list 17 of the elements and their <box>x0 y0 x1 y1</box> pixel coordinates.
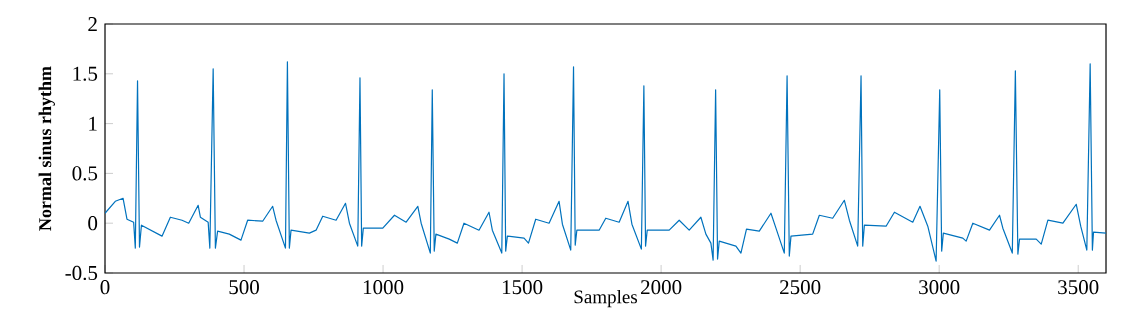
x-tick-label: 2500 <box>780 280 821 295</box>
x-tick-label: 3500 <box>1058 280 1099 295</box>
x-tick-label: 1500 <box>502 280 543 295</box>
x-tick-label: 2000 <box>641 280 682 295</box>
y-tick-label: 1.5 <box>73 66 98 81</box>
y-tick-label: 0 <box>88 216 98 231</box>
y-tick-label: -0.5 <box>65 265 98 281</box>
y-tick-label: 0.5 <box>72 166 98 181</box>
y-tick-label: 1 <box>89 116 97 131</box>
x-tick-label: 1000 <box>363 280 404 295</box>
x-axis-title: Samples <box>574 289 638 308</box>
y-axis-title: Normal sinus rhythm <box>38 66 55 231</box>
y-tick-label: 2 <box>88 17 97 31</box>
x-tick-label: 500 <box>229 280 259 295</box>
line-series <box>105 61 1107 262</box>
x-tick-label: 0 <box>100 280 110 295</box>
x-tick-label: 3000 <box>919 280 960 295</box>
